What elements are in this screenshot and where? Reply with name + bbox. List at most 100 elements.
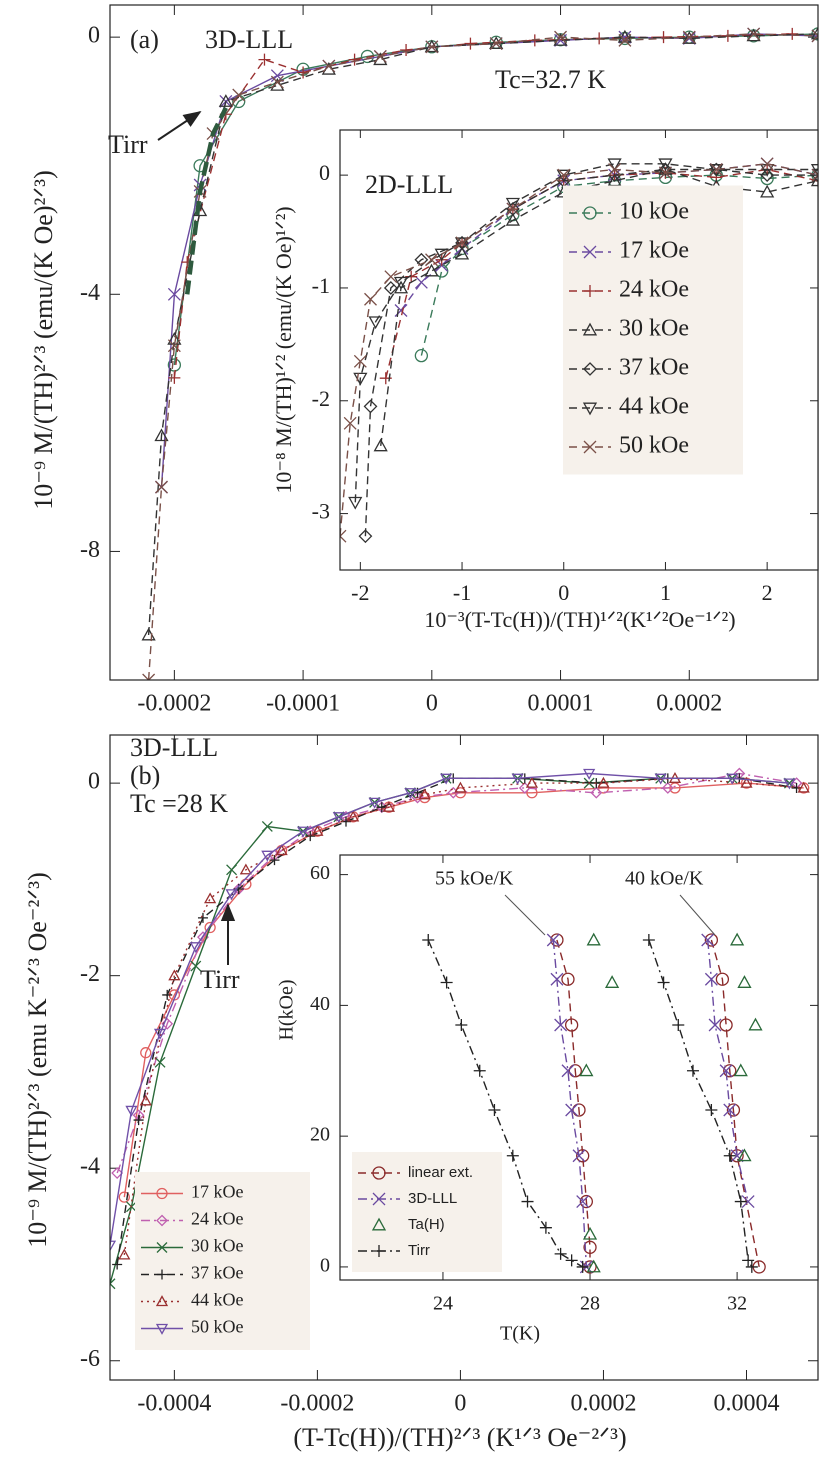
chart: -0.0002 -0.0001 0 0.0001 0.0002 -8 -4 0 10⁻⁹ M/(… bbox=[29, 4, 819, 717]
data-point bbox=[153, 1028, 167, 1040]
y-tick-label: 60 bbox=[310, 862, 330, 884]
data-point bbox=[747, 27, 761, 41]
data-point bbox=[730, 1149, 744, 1163]
data-point bbox=[811, 168, 818, 182]
data-point bbox=[723, 1149, 736, 1162]
data-point bbox=[112, 1259, 123, 1270]
data-point bbox=[154, 1056, 166, 1068]
x-tick-label: 0 bbox=[558, 580, 569, 605]
data-point bbox=[583, 768, 596, 780]
data-point bbox=[348, 53, 361, 66]
legend-label: 37 kOe bbox=[619, 355, 689, 381]
data-point bbox=[576, 1195, 590, 1208]
x-tick-label: 0.0002 bbox=[656, 691, 722, 717]
y-tick-label: -4 bbox=[80, 280, 100, 306]
data-point bbox=[358, 529, 373, 544]
legend-label: 50 kOe bbox=[191, 1317, 244, 1337]
data-point bbox=[414, 275, 428, 289]
legend-marker bbox=[373, 1245, 385, 1257]
data-point bbox=[232, 883, 245, 895]
data-point bbox=[258, 53, 271, 66]
plot-frame bbox=[339, 854, 819, 1281]
data-point bbox=[554, 33, 568, 47]
data-point bbox=[658, 162, 673, 177]
data-point bbox=[118, 1191, 130, 1203]
data-point bbox=[740, 776, 753, 788]
plot-area bbox=[340, 157, 818, 544]
leader-line bbox=[504, 894, 546, 936]
annotation: 2D-LLL bbox=[365, 170, 453, 199]
data-point bbox=[440, 773, 453, 785]
legend-label: 37 kOe bbox=[191, 1263, 244, 1283]
data-point bbox=[726, 773, 739, 785]
data-point bbox=[576, 1149, 590, 1163]
legend-marker bbox=[582, 402, 598, 416]
data-point bbox=[742, 1254, 755, 1267]
y-tick-label: 0 bbox=[88, 769, 100, 795]
y-axis-label: H(kOe) bbox=[276, 979, 298, 1040]
series-line bbox=[385, 168, 818, 379]
data-point bbox=[719, 1018, 733, 1032]
data-point bbox=[708, 1018, 722, 1032]
legend-label: 17 kOe bbox=[191, 1182, 244, 1202]
data-point bbox=[682, 31, 696, 45]
data-point bbox=[155, 480, 168, 494]
data-point bbox=[618, 30, 632, 44]
data-point bbox=[404, 788, 417, 800]
series-line bbox=[147, 33, 818, 680]
data-point bbox=[384, 270, 398, 284]
data-point bbox=[197, 912, 208, 923]
chart: -0.0004 -0.0002 0 0.0002 0.0004 -6 -4 -2 0 10⁻⁹ M… bbox=[23, 733, 819, 1452]
data-point bbox=[261, 850, 274, 862]
data-point bbox=[719, 1064, 733, 1078]
data-point bbox=[167, 287, 181, 301]
data-point bbox=[682, 31, 697, 44]
legend-box bbox=[135, 1172, 310, 1350]
data-point bbox=[642, 934, 655, 946]
data-point bbox=[583, 1240, 597, 1254]
data-point bbox=[760, 157, 774, 171]
data-point bbox=[363, 399, 378, 414]
data-point bbox=[734, 1195, 747, 1208]
data-point bbox=[586, 1259, 601, 1273]
data-point bbox=[726, 1103, 741, 1117]
legend-marker bbox=[157, 1269, 167, 1280]
legend-label: Tirr bbox=[408, 1242, 430, 1259]
annotation: Tirr bbox=[200, 965, 240, 994]
y-tick-label: 0 bbox=[319, 160, 330, 185]
data-point bbox=[705, 1104, 718, 1116]
legend-label: 24 kOe bbox=[619, 277, 689, 303]
series-line bbox=[110, 772, 790, 1246]
data-point bbox=[557, 168, 571, 182]
data-point bbox=[608, 163, 622, 176]
data-point bbox=[414, 348, 429, 363]
x-tick-label: -0.0004 bbox=[137, 1391, 211, 1417]
data-point bbox=[511, 773, 524, 785]
data-point bbox=[118, 1248, 131, 1260]
data-point bbox=[741, 1195, 755, 1208]
y-tick-label: -8 bbox=[80, 537, 100, 563]
annotation: 55 kOe/K bbox=[435, 868, 514, 890]
data-point bbox=[405, 270, 418, 283]
data-point bbox=[607, 158, 622, 172]
data-point bbox=[111, 1167, 124, 1179]
data-point bbox=[564, 1018, 579, 1032]
data-point bbox=[454, 237, 470, 251]
data-point bbox=[505, 202, 520, 216]
data-point bbox=[658, 158, 673, 172]
data-point bbox=[348, 496, 363, 510]
y-tick-label: -3 bbox=[312, 499, 330, 524]
legend-marker bbox=[156, 1242, 168, 1253]
data-point bbox=[140, 1047, 152, 1059]
x-tick-label: 0.0004 bbox=[713, 1391, 779, 1417]
data-point bbox=[791, 782, 802, 793]
x-tick-label: -0.0002 bbox=[137, 691, 211, 717]
data-point bbox=[715, 972, 730, 986]
legend-label: 50 kOe bbox=[619, 433, 689, 459]
x-tick-label: 0.0001 bbox=[528, 691, 594, 717]
legend-marker bbox=[583, 440, 597, 454]
data-point bbox=[554, 30, 568, 44]
data-point bbox=[347, 810, 360, 822]
data-point bbox=[561, 972, 575, 986]
